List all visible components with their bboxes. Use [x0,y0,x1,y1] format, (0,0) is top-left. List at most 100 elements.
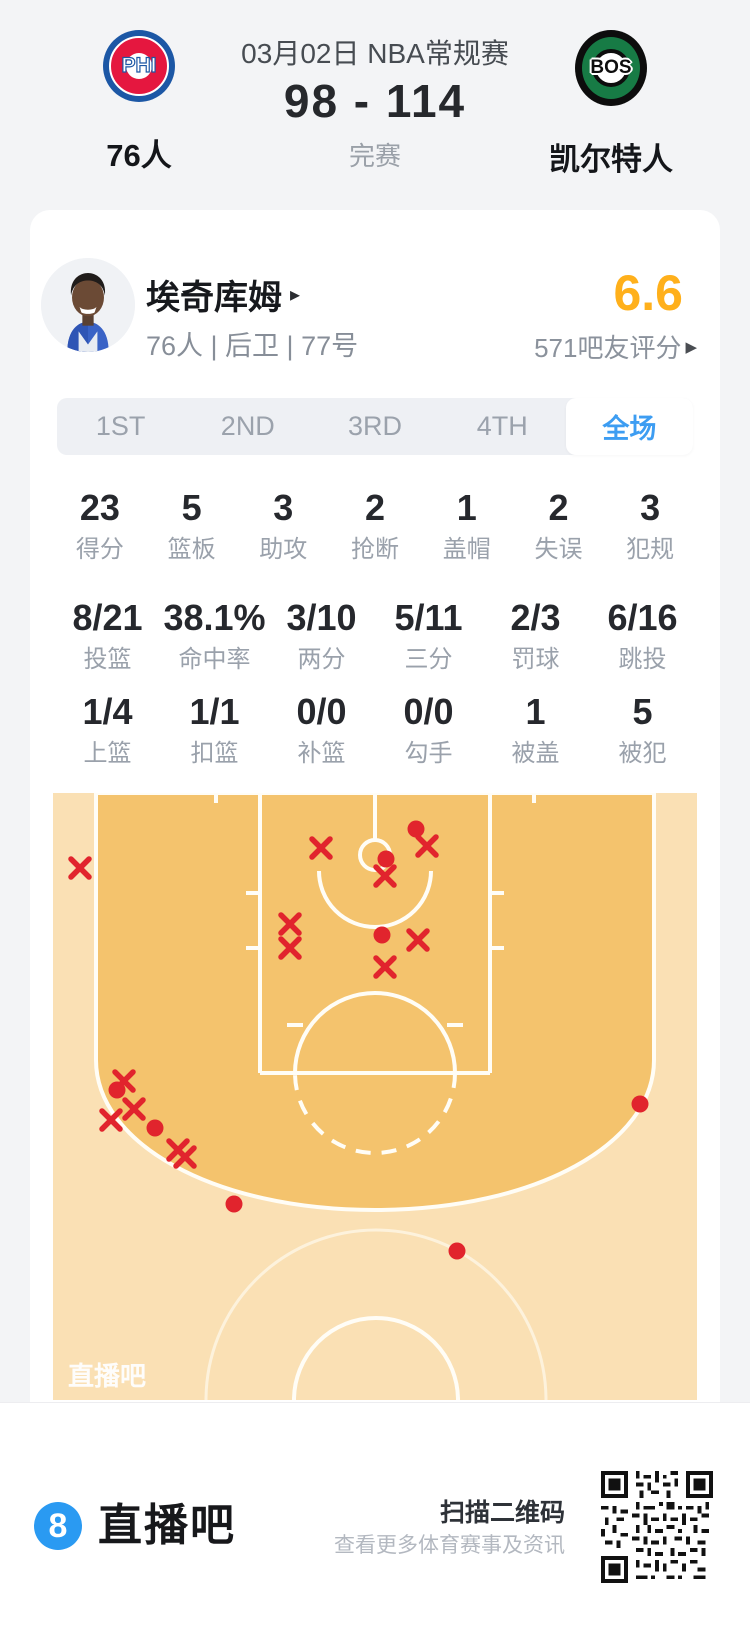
make-mark [146,1119,164,1137]
stat-label: 补篮 [297,740,346,767]
stat-value: 3 [640,487,661,528]
stat-cell: 5 篮板 [146,488,238,564]
qr-subtitle: 查看更多体育赛事及资讯 [334,1534,565,1557]
qr-code [601,1471,713,1583]
stat-value: 1 [525,691,546,732]
stat-label: 被盖 [511,740,560,767]
stat-value: 1/4 [82,691,133,732]
player-name[interactable]: 埃奇库姆 [146,279,282,317]
away-team-abbr: BOS [590,57,632,78]
court-drawing: 直播吧 [53,791,697,1572]
app-footer: 8 直播吧 扫描二维码 查看更多体育赛事及资讯 [0,1402,750,1629]
miss-mark [373,864,397,888]
zhibo8-logo-icon[interactable]: 8 [34,1502,82,1550]
rating-label: 571吧友评分 [534,333,682,363]
rating-block[interactable]: 6.6 571吧友评分 ▶ [534,266,697,365]
stat-label: 三分 [404,646,453,673]
stat-cell: 1/1 扣篮 [161,692,268,768]
stat-value: 5 [181,487,202,528]
stat-cell: 5 被犯 [589,692,696,768]
stat-value: 3/10 [286,597,357,638]
stat-cell: 38.1% 命中率 [161,598,268,674]
player-photo [41,258,135,352]
stat-value: 8/21 [72,597,143,638]
rating-arrow-icon: ▶ [685,338,697,356]
stat-value: 3 [273,487,294,528]
make-mark [225,1195,243,1213]
stat-cell: 3 助攻 [237,488,329,564]
player-name-arrow-icon[interactable]: ▸ [290,284,301,306]
stat-label: 命中率 [178,646,251,673]
match-header: PHI 76人 03月02日 NBA常规赛 98 - 114 完赛 BOS 凯尔… [0,0,750,200]
qr-title: 扫描二维码 [439,1499,565,1527]
shot-marks-layer [68,820,649,1260]
make-mark [631,1095,649,1113]
miss-mark [173,1145,197,1169]
stat-label: 失误 [534,536,583,563]
stat-label: 罚球 [511,646,560,673]
tab-2nd[interactable]: 2ND [220,411,275,441]
stat-cell: 1/4 上篮 [54,692,161,768]
stat-value: 1/1 [189,691,240,732]
stat-value: 2 [365,487,386,528]
stat-cell: 1 盖帽 [421,488,513,564]
stat-cell: 2 失误 [513,488,605,564]
stat-value: 0/0 [296,691,347,732]
home-team: PHI 76人 [39,0,239,175]
make-mark [377,850,395,868]
stat-label: 篮板 [167,536,216,563]
match-score: 98 - 114 [283,75,467,127]
tab-全场[interactable]: 全场 [565,398,694,455]
miss-mark [309,836,333,860]
home-team-name: 76人 [106,138,172,173]
stat-cell: 5/11 三分 [375,598,482,674]
stat-value: 23 [79,487,120,528]
stat-value: 2 [548,487,569,528]
stat-cell: 0/0 勾手 [375,692,482,768]
miss-mark [278,936,302,960]
stat-label: 犯规 [626,536,675,563]
match-status: 完赛 [348,141,401,171]
miss-mark [406,928,430,952]
brand-name: 直播吧 [98,1501,236,1550]
make-mark [448,1242,466,1260]
stat-cell: 2/3 罚球 [482,598,589,674]
stat-value: 0/0 [403,691,454,732]
miss-mark [122,1097,146,1121]
stat-label: 上篮 [83,740,132,767]
stat-cell: 1 被盖 [482,692,589,768]
away-team-name: 凯尔特人 [549,142,673,177]
player-stats-card: 埃奇库姆 ▸ 76人 | 后卫 | 77号 6.6 571吧友评分 ▶ 1ST 2… [30,210,720,1572]
home-team-abbr: PHI [121,53,157,77]
stat-cell: 0/0 补篮 [268,692,375,768]
player-meta: 76人 | 后卫 | 77号 [146,331,359,361]
shot-chart: 直播吧 [53,791,697,1572]
miss-mark [68,856,92,880]
stat-cell: 3 犯规 [604,488,696,564]
stat-value: 2/3 [510,597,561,638]
tab-3rd[interactable]: 3RD [348,411,403,441]
quarter-tabbar: 1ST 2ND 3RD 4TH 全场 [57,398,694,455]
away-team-logo-icon: BOS [575,30,647,106]
away-team: BOS 凯尔特人 [511,0,711,179]
court-watermark: 直播吧 [68,1361,146,1391]
tab-1st[interactable]: 1ST [95,411,146,441]
miss-mark [373,955,397,979]
stat-label: 抢断 [351,536,400,563]
player-avatar[interactable] [41,258,135,352]
stat-label: 得分 [75,536,124,563]
zhibo8-logo-8: 8 [48,1507,68,1545]
stat-value: 1 [456,487,477,528]
qr-code-image [601,1471,713,1583]
miss-mark [415,834,439,858]
stat-cell: 6/16 跳投 [589,598,696,674]
stat-value: 5/11 [394,597,463,638]
make-mark [373,926,391,944]
stat-label: 两分 [297,646,346,673]
tab-4th[interactable]: 4TH [476,411,528,441]
stats-row-1: 23 得分 5 篮板 3 助攻 2 抢断 1 盖帽 2 失误 3 犯规 [54,488,696,564]
stats-row-3: 1/4 上篮 1/1 扣篮 0/0 补篮 0/0 勾手 1 被盖 5 被犯 [54,692,696,768]
match-date: 03月02日 NBA常规赛 [241,38,509,69]
miss-mark [278,912,302,936]
stat-value: 38.1% [163,597,266,638]
